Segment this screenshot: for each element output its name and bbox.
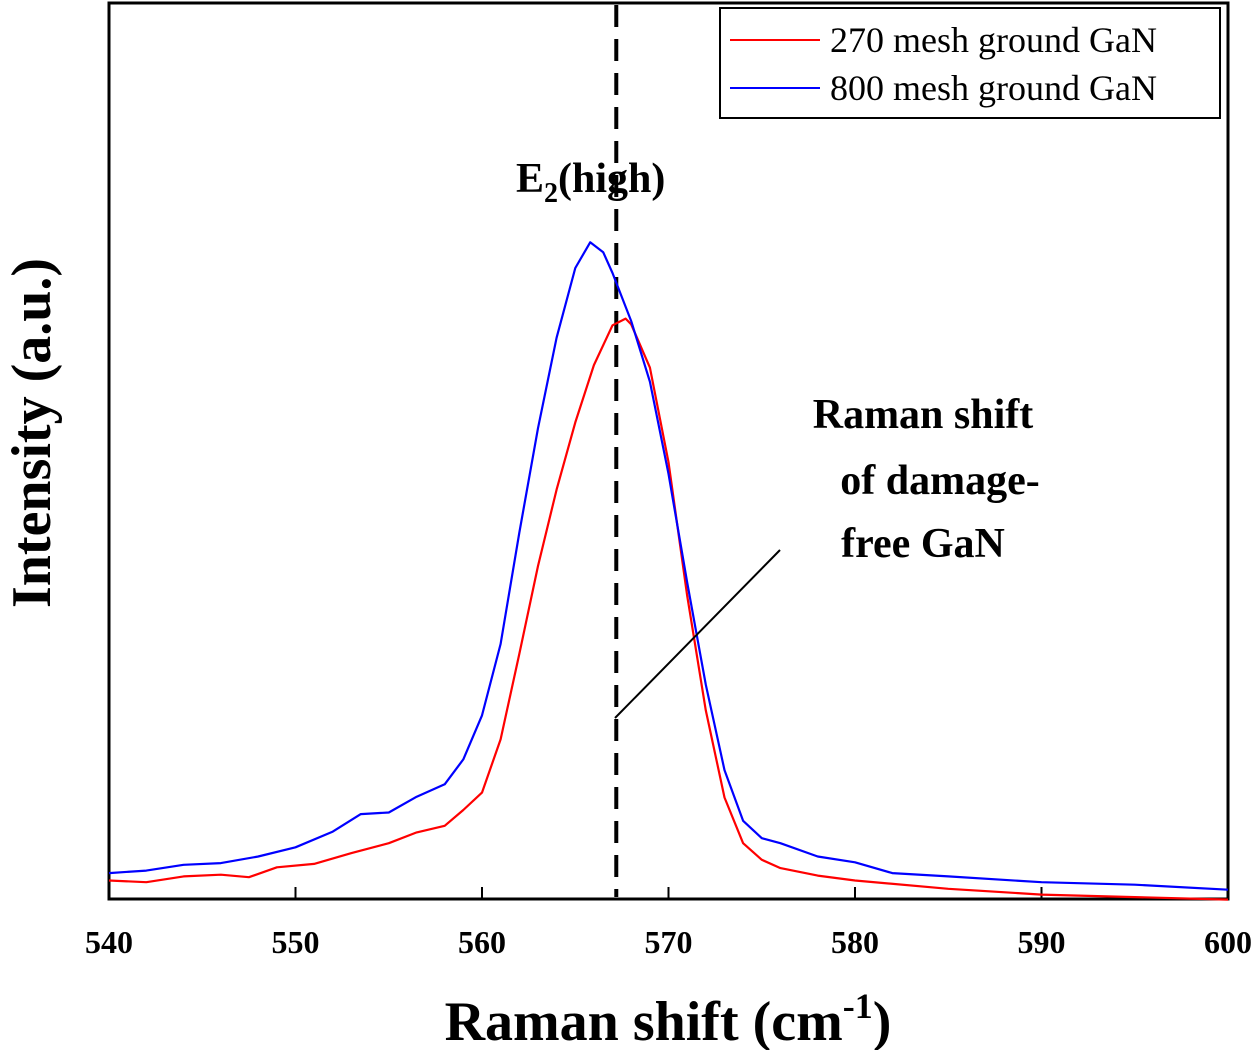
x-axis-title-main: Raman shift (cm xyxy=(445,991,843,1050)
peak-label-rest: (high) xyxy=(558,156,665,202)
legend: 270 mesh ground GaN 800 mesh ground GaN xyxy=(719,7,1221,119)
annotation-line-3: free GaN xyxy=(841,521,1005,567)
x-tick-label: 560 xyxy=(458,924,506,960)
plot-frame xyxy=(107,1,1230,901)
x-axis-title-sup: -1 xyxy=(843,986,873,1026)
annotation-line-2: of damage- xyxy=(840,458,1039,504)
x-tick-label: 550 xyxy=(272,924,320,960)
legend-label-270: 270 mesh ground GaN xyxy=(830,20,1157,60)
legend-box xyxy=(719,7,1221,119)
legend-label-800: 800 mesh ground GaN xyxy=(830,68,1157,108)
x-tick-label: 540 xyxy=(85,924,133,960)
series-group xyxy=(108,241,1229,901)
annotation-pointer xyxy=(614,549,781,719)
x-tick-label: 570 xyxy=(645,924,693,960)
peak-label: E2(high) xyxy=(516,156,665,209)
x-tick-label: 600 xyxy=(1204,924,1252,960)
x-axis-title-end: ) xyxy=(873,991,892,1050)
series-line-800-mesh xyxy=(108,241,1229,891)
x-axis-title: Raman shift (cm-1) xyxy=(445,986,892,1050)
series-line-270-mesh xyxy=(108,317,1229,901)
x-tick-label: 590 xyxy=(1018,924,1066,960)
x-tick-label: 580 xyxy=(831,924,879,960)
peak-label-main: E xyxy=(516,156,544,202)
y-axis-title: Intensity (a.u.) xyxy=(1,258,63,608)
peak-label-sub: 2 xyxy=(544,178,558,209)
x-axis-ticks: 540 550 560 570 580 590 600 xyxy=(85,887,1252,960)
annotation-line-1: Raman shift xyxy=(813,392,1034,438)
